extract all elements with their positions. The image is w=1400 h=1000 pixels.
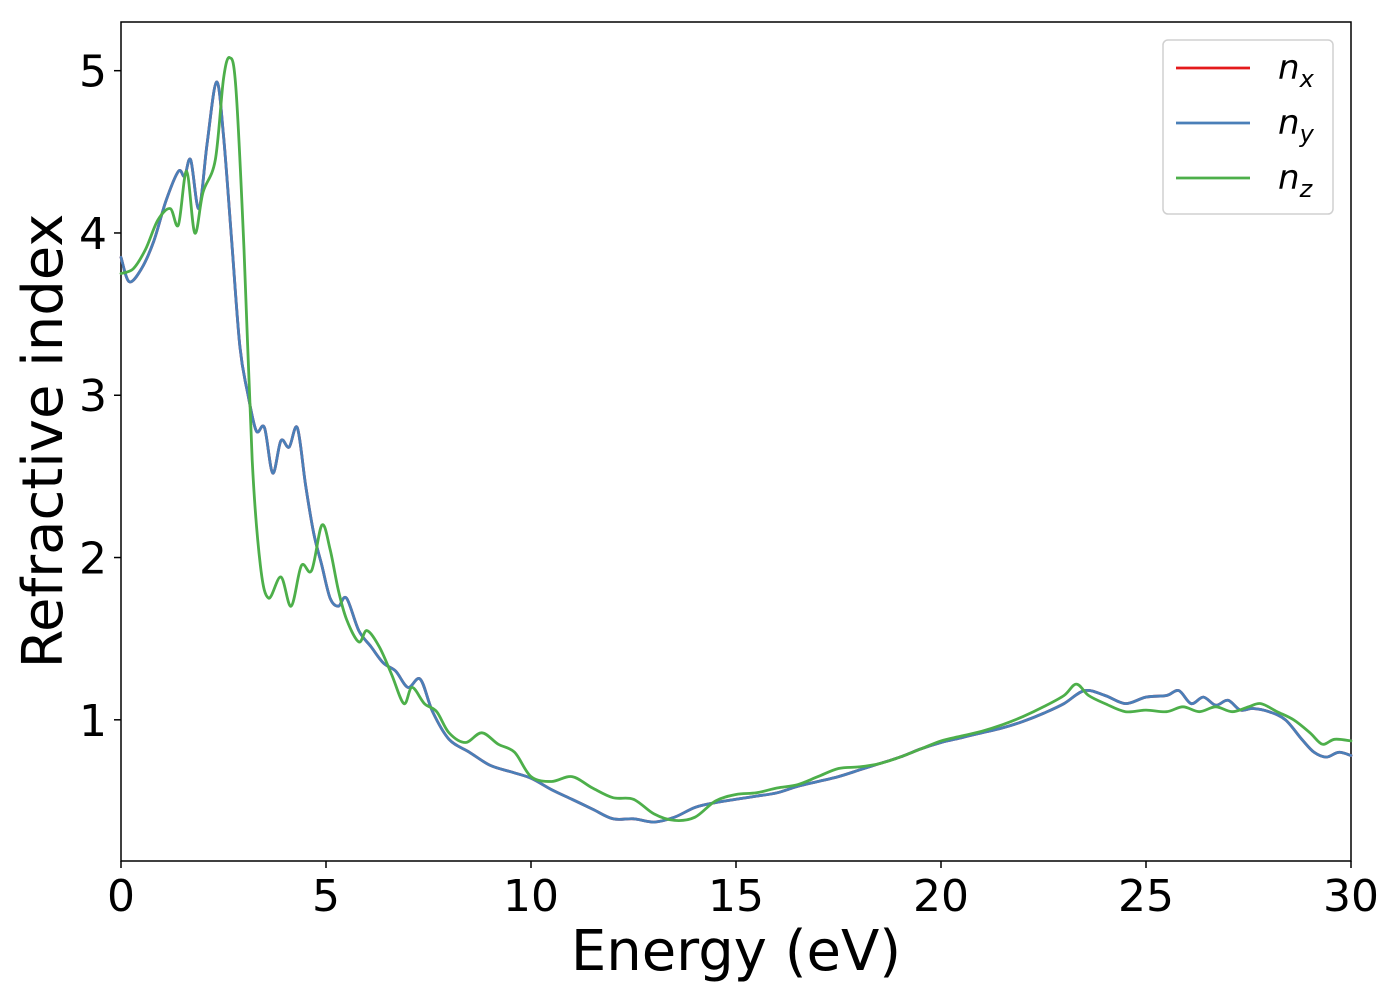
legend-box [1162, 39, 1334, 215]
x-tick-label: 10 [503, 871, 559, 922]
y-tick-label: 5 [79, 47, 107, 98]
x-axis-ticks: 0 5 10 15 20 25 30 [107, 861, 1379, 922]
x-tick-label: 25 [1118, 871, 1174, 922]
y-axis-label: Refractive index [11, 214, 76, 669]
x-tick-label: 30 [1323, 871, 1379, 922]
y-tick-label: 4 [79, 209, 107, 260]
y-tick-label: 2 [79, 534, 107, 585]
x-tick-label: 15 [708, 871, 764, 922]
x-tick-label: 5 [312, 871, 340, 922]
series-line-ny [119, 80, 1353, 824]
x-axis-label: Energy (eV) [571, 919, 901, 984]
y-axis-ticks: 1 2 3 4 5 [79, 47, 121, 747]
y-tick-label: 3 [79, 371, 107, 422]
x-tick-label: 20 [913, 871, 969, 922]
series-layer [119, 56, 1353, 824]
y-tick-label: 1 [79, 696, 107, 747]
legend-entry-y: ny [1278, 103, 1315, 148]
legend-entry-x: nx [1278, 48, 1315, 93]
series-line-nz [119, 56, 1353, 823]
x-tick-label: 0 [107, 871, 135, 922]
